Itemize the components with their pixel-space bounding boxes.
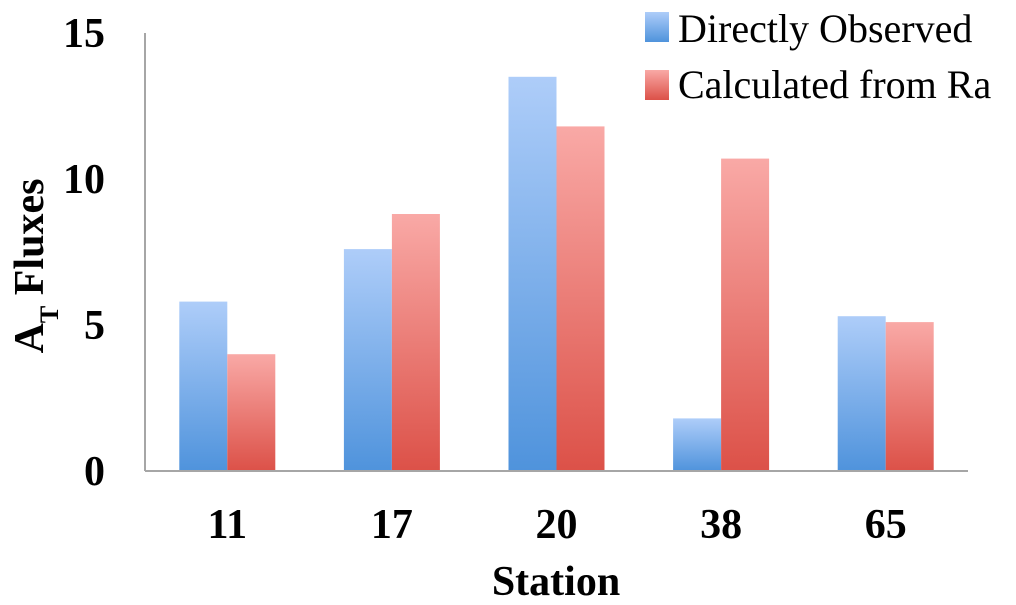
y-tick-label: 15: [63, 11, 105, 57]
bar-calculated-from-ra-station-11: [227, 354, 276, 471]
x-tick-label: 38: [700, 502, 742, 548]
x-tick-labels: 11 17 20 38 65: [207, 502, 906, 548]
bar-directly-observed-station-11: [179, 301, 228, 471]
y-tick-label: 5: [84, 303, 105, 349]
bar-calculated-from-ra-station-38: [721, 158, 770, 471]
x-tick-label: 65: [865, 502, 907, 548]
bar-calculated-from-ra-station-17: [391, 214, 440, 471]
bars: [179, 76, 934, 472]
bar-directly-observed-station-65: [837, 316, 886, 471]
bar-directly-observed-station-38: [673, 418, 722, 471]
legend-swatch-calculated-from-ra: [645, 70, 669, 100]
legend: Directly Observed Calculated from Ra: [645, 6, 991, 107]
x-axis-title: Station: [492, 559, 620, 605]
y-axis-title-main: A: [7, 322, 53, 353]
legend-label-calculated-from-ra: Calculated from Ra: [678, 62, 991, 107]
y-axis-title-subscript: T: [35, 306, 64, 323]
legend-label-directly-observed: Directly Observed: [678, 6, 972, 51]
x-tick-label: 20: [536, 502, 578, 548]
y-axis-title: AT Fluxes: [7, 179, 64, 354]
bar-calculated-from-ra-station-65: [885, 322, 934, 471]
x-tick-label: 17: [371, 502, 413, 548]
x-tick-label: 11: [207, 502, 247, 548]
y-tick-label: 10: [63, 157, 105, 203]
bar-calculated-from-ra-station-20: [556, 126, 605, 472]
y-tick-labels: 0 5 10 15: [63, 11, 105, 495]
bar-directly-observed-station-17: [343, 249, 392, 471]
bar-directly-observed-station-20: [508, 76, 557, 472]
y-tick-label: 0: [84, 449, 105, 495]
y-axis-title-rest: Fluxes: [7, 179, 53, 306]
legend-swatch-directly-observed: [645, 12, 669, 42]
